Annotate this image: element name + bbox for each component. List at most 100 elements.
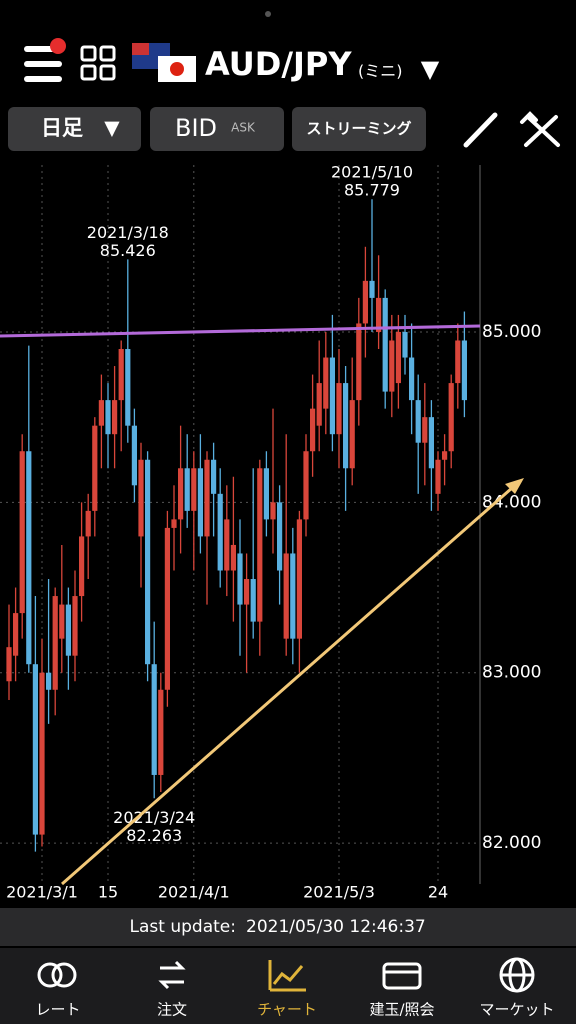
- candle-body: [415, 400, 421, 443]
- candle-body: [151, 664, 157, 775]
- period-dropdown[interactable]: ▼: [104, 116, 120, 140]
- grid-button[interactable]: [80, 45, 116, 81]
- candle-body: [79, 536, 85, 597]
- candle-body: [303, 451, 309, 520]
- x-tick-label: 24: [428, 883, 448, 902]
- candle-body: [138, 459, 144, 537]
- candle-body: [59, 604, 65, 639]
- candle-body: [455, 340, 461, 384]
- candle-body: [125, 349, 131, 426]
- x-tick-label: 2021/4/1: [158, 883, 230, 902]
- candle-body: [178, 468, 184, 520]
- x-tick-label: 2021/5/3: [303, 883, 375, 902]
- candle-body: [283, 553, 289, 639]
- trend-arrow: [61, 486, 513, 886]
- candle-body: [98, 400, 104, 426]
- candle-body: [263, 468, 269, 520]
- y-tick-label: 82.000: [482, 833, 541, 853]
- candle-body: [204, 459, 210, 537]
- tab-label[interactable]: 建玉/照会: [369, 1001, 434, 1019]
- candle-body: [237, 553, 243, 605]
- candle-body: [72, 596, 78, 656]
- x-tick-label: 15: [98, 883, 118, 902]
- tab-label[interactable]: マーケット: [479, 1001, 554, 1019]
- update-label: Last update:: [130, 917, 236, 937]
- period-button[interactable]: 日足 ▼: [8, 107, 141, 151]
- candle-body: [105, 400, 111, 435]
- candle-body: [343, 383, 349, 469]
- chart: 82.000 83.000 84.000 85.000 2021/3/1 15 2021/4…: [0, 163, 541, 902]
- candle-body: [118, 349, 124, 401]
- candle-body: [336, 383, 342, 435]
- period-label[interactable]: 日足: [41, 116, 83, 140]
- candle-body: [184, 468, 190, 511]
- candle-body: [224, 519, 230, 571]
- candle-body: [230, 544, 236, 571]
- candle-body: [171, 519, 177, 528]
- candle-body: [191, 468, 197, 511]
- trend-arrow-head: [505, 478, 524, 494]
- status-bar: [0, 908, 576, 946]
- candle-body: [277, 502, 283, 571]
- candle-body: [369, 280, 375, 298]
- candle-body: [270, 502, 276, 520]
- candle-body: [329, 357, 335, 435]
- ask-label[interactable]: ASK: [231, 121, 256, 135]
- bid-label[interactable]: BID: [175, 114, 217, 142]
- tab-bar: [0, 948, 576, 1024]
- candle-body: [323, 357, 329, 409]
- candle-body: [164, 527, 170, 690]
- candle-body: [131, 425, 137, 486]
- currency-flags: [132, 43, 196, 82]
- settings-button[interactable]: [520, 111, 560, 147]
- candle-body: [461, 340, 467, 401]
- candle-body: [310, 408, 316, 452]
- streaming-button[interactable]: ストリーミング: [292, 107, 426, 151]
- tab-icons: [37, 957, 535, 993]
- candle-body: [85, 510, 91, 537]
- x-tick-label: 2021/3/1: [6, 883, 78, 902]
- candle-body: [211, 459, 217, 494]
- price-side-button[interactable]: BID ASK: [150, 107, 284, 151]
- candle-body: [244, 579, 250, 605]
- candle-body: [158, 689, 164, 775]
- tab-label[interactable]: チャート: [257, 1001, 317, 1019]
- candle-body: [402, 331, 408, 358]
- candle-body: [442, 451, 448, 460]
- candle-body: [435, 459, 441, 494]
- candle-body: [6, 647, 12, 682]
- currency-pair[interactable]: AUD/JPY: [205, 45, 352, 83]
- candle-body: [92, 425, 98, 511]
- candle-body: [217, 493, 223, 571]
- annotation-date: 2021/5/10: [331, 163, 413, 182]
- candle-body: [32, 664, 38, 835]
- candle-body: [395, 331, 401, 384]
- candle-body: [316, 383, 322, 426]
- y-tick-label: 84.000: [482, 492, 541, 512]
- annotation-price: 85.779: [344, 181, 400, 200]
- annotation-price: 82.263: [126, 826, 182, 845]
- candle-body: [376, 297, 382, 332]
- draw-tool-button[interactable]: [463, 112, 498, 148]
- candle-body: [290, 553, 296, 639]
- candle-body: [46, 672, 52, 690]
- candle-body: [296, 519, 302, 639]
- candle-body: [362, 280, 368, 324]
- tab-label[interactable]: 注文: [157, 1001, 187, 1019]
- streaming-label[interactable]: ストリーミング: [306, 120, 411, 138]
- pair-dropdown[interactable]: ▼: [421, 55, 440, 83]
- candle-body: [389, 340, 395, 392]
- menu-button[interactable]: [24, 38, 66, 82]
- candle-body: [13, 613, 19, 656]
- candle-body: [65, 604, 71, 656]
- horizontal-trendline: [0, 324, 481, 338]
- y-tick-label: 83.000: [482, 663, 541, 683]
- candle-body: [26, 451, 32, 665]
- candle-body: [112, 400, 118, 435]
- candle-body: [448, 383, 454, 452]
- candle-body: [356, 323, 362, 401]
- tab-label[interactable]: レート: [35, 1001, 80, 1019]
- candle-body: [257, 468, 263, 622]
- update-time: 2021/05/30 12:46:37: [246, 917, 426, 937]
